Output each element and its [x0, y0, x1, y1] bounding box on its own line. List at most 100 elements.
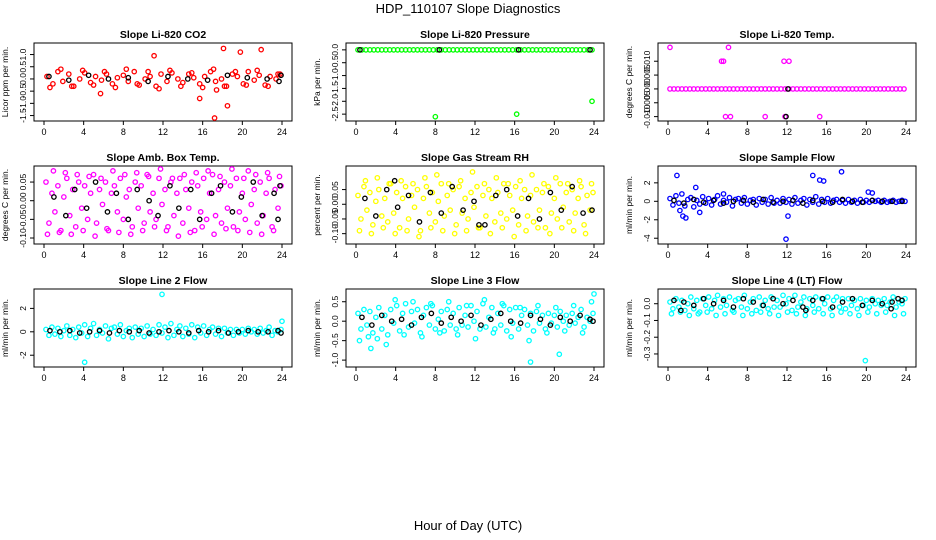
data-point: [99, 201, 106, 208]
plot-frame: [345, 42, 605, 122]
data-point: [673, 192, 679, 199]
data-point: [518, 195, 525, 202]
data-point: [221, 83, 228, 90]
data-point: [759, 199, 766, 206]
data-point: [741, 292, 748, 299]
data-point: [266, 175, 272, 182]
data-point: [78, 205, 85, 212]
y-tick-label: 0.0: [330, 44, 340, 56]
data-point: [493, 174, 500, 181]
data-point: [670, 305, 676, 312]
data-point: [374, 174, 381, 181]
data-point: [126, 186, 133, 193]
data-point: [475, 224, 482, 231]
data-point: [66, 332, 73, 339]
x-tick-label: 4: [705, 127, 710, 137]
data-point: [218, 76, 225, 82]
y-tick-label: -2: [642, 216, 652, 224]
reference-point: [681, 200, 687, 207]
chart-panel-4: Slope Amb. Box Temp. degrees C per min. 0 4…: [0, 152, 293, 260]
reference-point: [458, 318, 464, 325]
data-point: [811, 309, 818, 315]
data-point: [150, 326, 156, 333]
data-point: [581, 324, 587, 330]
data-point: [398, 177, 404, 184]
reference-point: [567, 318, 574, 325]
data-point: [141, 333, 148, 340]
data-point: [726, 194, 733, 201]
outlier-point: [196, 95, 203, 102]
reference-point: [800, 200, 806, 207]
reference-point: [780, 300, 786, 307]
data-point: [168, 320, 174, 327]
data-point: [497, 322, 504, 328]
reference-point: [83, 205, 90, 212]
reference-point: [145, 78, 151, 85]
reference-point: [176, 205, 182, 212]
data-point: [175, 233, 182, 240]
data-point: [159, 201, 165, 208]
data-point: [153, 332, 159, 339]
outlier-point: [667, 44, 673, 51]
data-point: [164, 78, 170, 85]
chart-panel-3: Slope Li-820 Temp. degrees C per min. 0 4 8 1…: [624, 29, 917, 137]
x-tick-label: 12: [158, 127, 168, 137]
data-point: [735, 195, 742, 202]
reference-point: [398, 316, 405, 323]
reference-point: [730, 198, 737, 205]
data-point: [162, 324, 168, 330]
data-point: [165, 334, 171, 341]
y-tick-label: -0.1: [642, 313, 652, 328]
data-point: [117, 175, 124, 182]
data-point: [489, 304, 495, 311]
data-point: [236, 209, 243, 215]
data-point: [713, 312, 719, 319]
data-point: [435, 316, 442, 323]
data-point: [157, 166, 164, 172]
data-point: [108, 325, 115, 332]
data-point: [526, 337, 532, 344]
reference-point: [134, 186, 141, 193]
data-point: [221, 325, 228, 332]
data-point: [390, 210, 397, 216]
data-point: [358, 326, 364, 332]
y-tick-label: 0: [642, 199, 652, 204]
data-point: [68, 83, 75, 90]
outlier-point: [727, 113, 734, 120]
x-tick-label: 20: [549, 127, 559, 137]
data-point: [410, 298, 416, 305]
x-tick-label: 16: [822, 250, 832, 260]
x-tick-label: 8: [121, 250, 126, 260]
outlier-point: [722, 113, 729, 120]
data-point: [500, 180, 507, 187]
data-point: [795, 304, 801, 310]
data-point: [416, 233, 422, 240]
data-point: [167, 67, 173, 74]
reference-point: [895, 295, 901, 302]
data-point: [191, 227, 198, 234]
data-point: [399, 195, 406, 202]
reference-point: [238, 194, 245, 200]
data-point: [240, 175, 247, 182]
y-tick-label: -0.10: [330, 224, 340, 244]
reference-point: [569, 183, 576, 190]
reference-point: [849, 295, 856, 302]
data-point: [396, 224, 403, 231]
outlier-point: [591, 291, 597, 297]
data-point: [561, 328, 568, 334]
data-point: [355, 192, 361, 199]
data-point: [251, 186, 258, 193]
data-point: [257, 179, 264, 185]
data-point: [535, 302, 541, 309]
y-tick-label: -0.005: [642, 90, 652, 114]
data-point: [256, 72, 263, 79]
y-tick-label: -1.0: [330, 353, 340, 368]
data-point: [194, 182, 201, 189]
outlier-point: [368, 345, 374, 352]
y-axis-label: ml/min per min.: [624, 176, 634, 234]
y-tick-label: 0.5: [18, 61, 28, 73]
data-point: [123, 194, 130, 200]
x-tick-label: 12: [470, 250, 480, 260]
data-point: [524, 213, 531, 219]
data-point: [205, 168, 211, 174]
